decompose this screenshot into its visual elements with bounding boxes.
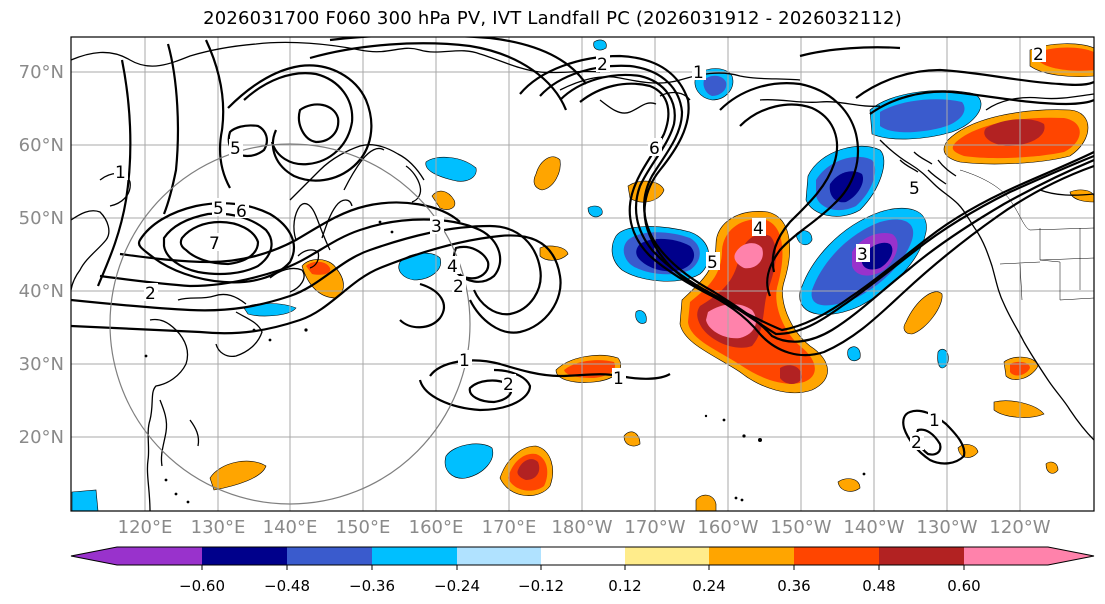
contour-label-2c: 2 (597, 55, 608, 75)
contour-label-7: 7 (209, 234, 220, 254)
lat-label-40n: 40°N (18, 281, 64, 302)
political-borders (959, 169, 1094, 301)
contour-label-2d: 2 (503, 375, 514, 395)
lon-label-150w: 150°W (770, 517, 832, 538)
map-title: 2026031700 F060 300 hPa PV, IVT Landfall… (203, 8, 902, 29)
colorbar-tick: −0.48 (264, 577, 310, 595)
pv-contours (71, 37, 1094, 465)
lon-label-160w: 160°W (697, 517, 759, 538)
contour-label-4b: 4 (753, 219, 764, 239)
contour-label-6a: 6 (236, 202, 247, 222)
colorbar-tick: 0.24 (692, 577, 726, 595)
lat-label-50n: 50°N (18, 208, 64, 229)
colorbar-outline (70, 546, 1095, 566)
lon-label-170w: 170°W (624, 517, 686, 538)
contour-label-3a: 3 (431, 217, 442, 237)
colorbar-tick: −0.36 (349, 577, 395, 595)
colorbar-segment (879, 547, 964, 565)
contour-label-2a: 2 (145, 284, 156, 304)
contour-label-1a: 1 (115, 163, 126, 183)
contour-label-5b: 5 (213, 199, 224, 219)
colorbar-tick: −0.24 (434, 577, 480, 595)
lon-label-140e: 140°E (262, 517, 318, 538)
colorbar-segment (625, 547, 709, 565)
colorbar-segment (964, 547, 1048, 565)
contour-label-1c: 1 (459, 351, 470, 371)
colorbar (70, 546, 1095, 570)
colorbar-segment (541, 547, 625, 565)
colorbar-segment (117, 547, 202, 565)
lon-label-170e: 170°E (481, 517, 537, 538)
contour-label-2f: 2 (1033, 45, 1044, 65)
colorbar-tick: 0.60 (947, 577, 981, 595)
contour-label-6b: 6 (649, 139, 660, 159)
contour-label-4a: 4 (447, 257, 458, 277)
contour-label-5c: 5 (707, 253, 718, 273)
contour-label-2b: 2 (453, 277, 464, 297)
colorbar-segment (794, 547, 879, 565)
lat-label-70n: 70°N (18, 62, 64, 83)
lon-label-120e: 120°E (117, 517, 173, 538)
lon-label-160e: 160°E (408, 517, 464, 538)
colorbar-tick: 0.36 (777, 577, 811, 595)
lon-label-120w: 120°W (989, 517, 1051, 538)
colorbar-tick: −0.12 (518, 577, 564, 595)
colorbar-segment (372, 547, 457, 565)
colorbar-segment (709, 547, 794, 565)
lat-label-60n: 60°N (18, 135, 64, 156)
colorbar-segment (287, 547, 372, 565)
lon-label-150e: 150°E (335, 517, 391, 538)
radius-circle (109, 143, 471, 505)
contour-label-5d: 5 (909, 179, 920, 199)
map-frame (70, 36, 1095, 512)
colorbar-extend-low (71, 547, 117, 565)
lon-label-180w: 180°W (551, 517, 613, 538)
lon-label-130w: 130°W (916, 517, 978, 538)
contour-labels: 5 5 6 7 1 2 3 4 2 2 1 6 5 4 5 3 1 2 1 (114, 44, 1046, 453)
colorbar-segment (202, 547, 287, 565)
contour-label-2e: 2 (911, 433, 922, 453)
contour-label-1b: 1 (693, 63, 704, 83)
lon-label-130e: 130°E (190, 517, 246, 538)
contour-label-1d: 1 (613, 369, 624, 389)
contour-label-3b: 3 (857, 245, 868, 265)
contour-label-1e: 1 (929, 411, 940, 431)
lon-label-140w: 140°W (843, 517, 905, 538)
colorbar-tick: 0.12 (608, 577, 642, 595)
colorbar-tick: 0.48 (862, 577, 896, 595)
contour-label-5a: 5 (230, 139, 241, 159)
lat-label-30n: 30°N (18, 354, 64, 375)
colorbar-extend-high (1048, 547, 1094, 565)
islands (144, 220, 866, 504)
pv-anomaly-shading (71, 39, 1094, 511)
colorbar-tick: −0.60 (179, 577, 225, 595)
colorbar-segment (457, 547, 541, 565)
lat-label-20n: 20°N (18, 427, 64, 448)
